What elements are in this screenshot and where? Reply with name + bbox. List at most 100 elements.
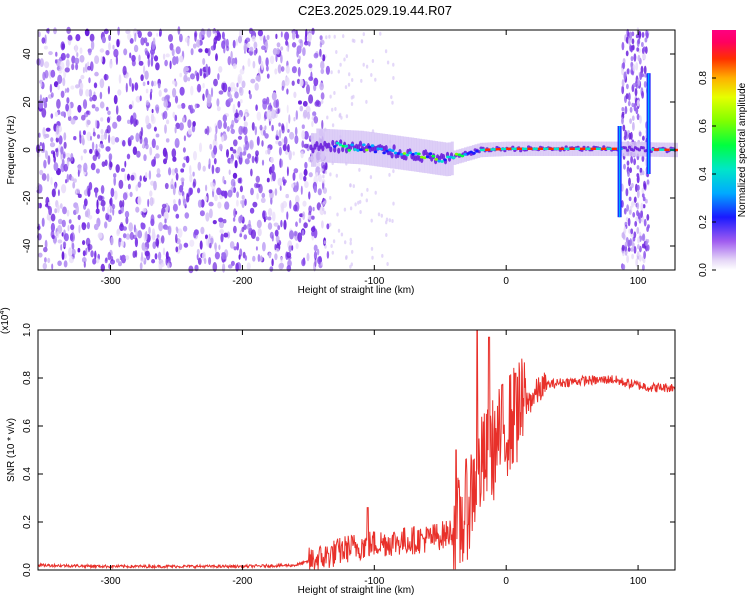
snr-x-label: Height of straight line (km) (298, 585, 415, 596)
noise-speck (78, 224, 81, 234)
signal-detail (466, 152, 471, 155)
signal-detail (411, 152, 415, 156)
noise-speck (646, 179, 650, 185)
x-tick-label: 100 (630, 576, 647, 587)
noise-speck (337, 69, 340, 74)
noise-speck (141, 251, 143, 262)
noise-speck (326, 115, 329, 120)
signal-core (441, 153, 446, 160)
noise-speck (349, 206, 353, 211)
noise-speck (192, 43, 197, 49)
noise-speck (218, 217, 224, 223)
signal-detail (463, 153, 468, 156)
noise-speck (303, 130, 309, 140)
signal-detail (373, 150, 378, 154)
signal-detail (367, 145, 372, 149)
noise-speck (631, 31, 635, 37)
noise-speck (321, 220, 324, 229)
signal-peak (606, 147, 610, 150)
noise-speck (350, 102, 354, 106)
noise-speck (168, 167, 172, 176)
signal-peak (603, 147, 607, 150)
noise-speck (56, 98, 61, 109)
noise-speck (45, 97, 48, 103)
signal-peak (651, 148, 655, 151)
signal-peak (611, 147, 615, 150)
noise-speck (116, 115, 122, 122)
signal-core (315, 141, 319, 147)
noise-speck (287, 144, 290, 153)
noise-speck (392, 62, 395, 67)
noise-speck (316, 162, 321, 167)
noise-speck (295, 195, 300, 204)
noise-speck (244, 198, 247, 206)
noise-speck (122, 199, 125, 208)
noise-speck (132, 250, 136, 258)
noise-speck (41, 37, 46, 44)
noise-speck (641, 90, 644, 99)
signal-peak (653, 148, 657, 151)
noise-speck (303, 143, 309, 149)
noise-speck (79, 87, 83, 97)
signal-core (329, 146, 333, 153)
noise-speck (83, 162, 88, 173)
signal-halo (392, 135, 396, 169)
noise-speck (151, 228, 156, 238)
noise-speck (392, 76, 395, 80)
noise-speck (265, 57, 269, 67)
noise-speck (118, 209, 122, 215)
noise-speck (155, 62, 160, 71)
noise-speck (54, 183, 57, 190)
noise-speck (329, 222, 332, 227)
noise-speck (192, 121, 196, 127)
noise-speck (241, 194, 245, 200)
noise-speck (63, 132, 67, 141)
noise-speck (132, 146, 138, 155)
noise-speck (308, 172, 313, 178)
spectrogram-x-ticks: -300 -200 -100 0 100 (101, 30, 647, 287)
noise-speck (213, 158, 217, 165)
noise-speck (122, 192, 128, 201)
signal-peak (537, 147, 541, 150)
signal-peak (519, 147, 523, 150)
signal-peak (500, 147, 504, 151)
noise-speck (104, 221, 108, 229)
noise-speck (65, 103, 69, 112)
noise-speck (266, 109, 272, 120)
noise-speck (99, 78, 105, 89)
noise-speck (142, 140, 145, 149)
noise-speck (62, 151, 66, 159)
signal-peak (561, 147, 565, 150)
noise-speck (261, 159, 265, 166)
noise-speck (326, 251, 330, 259)
noise-speck (203, 257, 207, 265)
noise-speck (295, 243, 299, 249)
y-tick-label: 0 (22, 147, 33, 153)
noise-speck (345, 256, 348, 260)
noise-speck (284, 76, 290, 86)
noise-speck (119, 200, 123, 208)
noise-speck (350, 95, 354, 100)
noise-speck (206, 93, 212, 104)
signal-peak (590, 147, 594, 150)
noise-speck (297, 232, 303, 243)
noise-speck (122, 233, 127, 239)
noise-speck (229, 241, 235, 249)
snr-y-ticks: 0.0 0.2 0.4 0.6 0.8 1.0 (22, 323, 675, 577)
noise-speck (223, 121, 228, 129)
y-tick-label: 1.0 (22, 323, 33, 337)
noise-speck (299, 78, 304, 87)
noise-speck (58, 68, 63, 74)
signal-core (625, 148, 630, 152)
noise-speck (100, 185, 105, 194)
noise-speck (189, 104, 194, 115)
noise-speck (175, 122, 180, 129)
noise-speck (192, 178, 197, 188)
noise-speck (115, 55, 118, 66)
noise-speck (250, 78, 256, 84)
noise-speck (135, 206, 140, 213)
noise-speck (226, 149, 229, 158)
noise-speck (222, 114, 227, 122)
noise-speck (312, 206, 315, 212)
noise-speck (635, 34, 639, 39)
